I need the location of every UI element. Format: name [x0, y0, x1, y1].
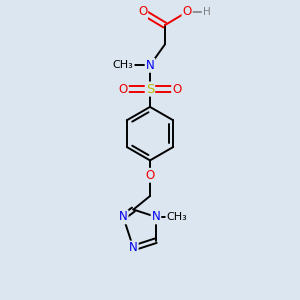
Text: O: O	[182, 5, 192, 18]
Text: H: H	[202, 7, 210, 17]
Text: O: O	[118, 82, 128, 96]
Text: N: N	[119, 210, 128, 224]
Text: O: O	[138, 5, 147, 18]
Text: N: N	[146, 59, 154, 72]
Text: CH₃: CH₃	[167, 212, 187, 222]
Text: N: N	[152, 210, 160, 224]
Text: CH₃: CH₃	[113, 60, 134, 70]
Text: N: N	[129, 242, 138, 254]
Text: S: S	[146, 82, 154, 96]
Text: O: O	[146, 169, 154, 182]
Text: O: O	[172, 82, 182, 96]
